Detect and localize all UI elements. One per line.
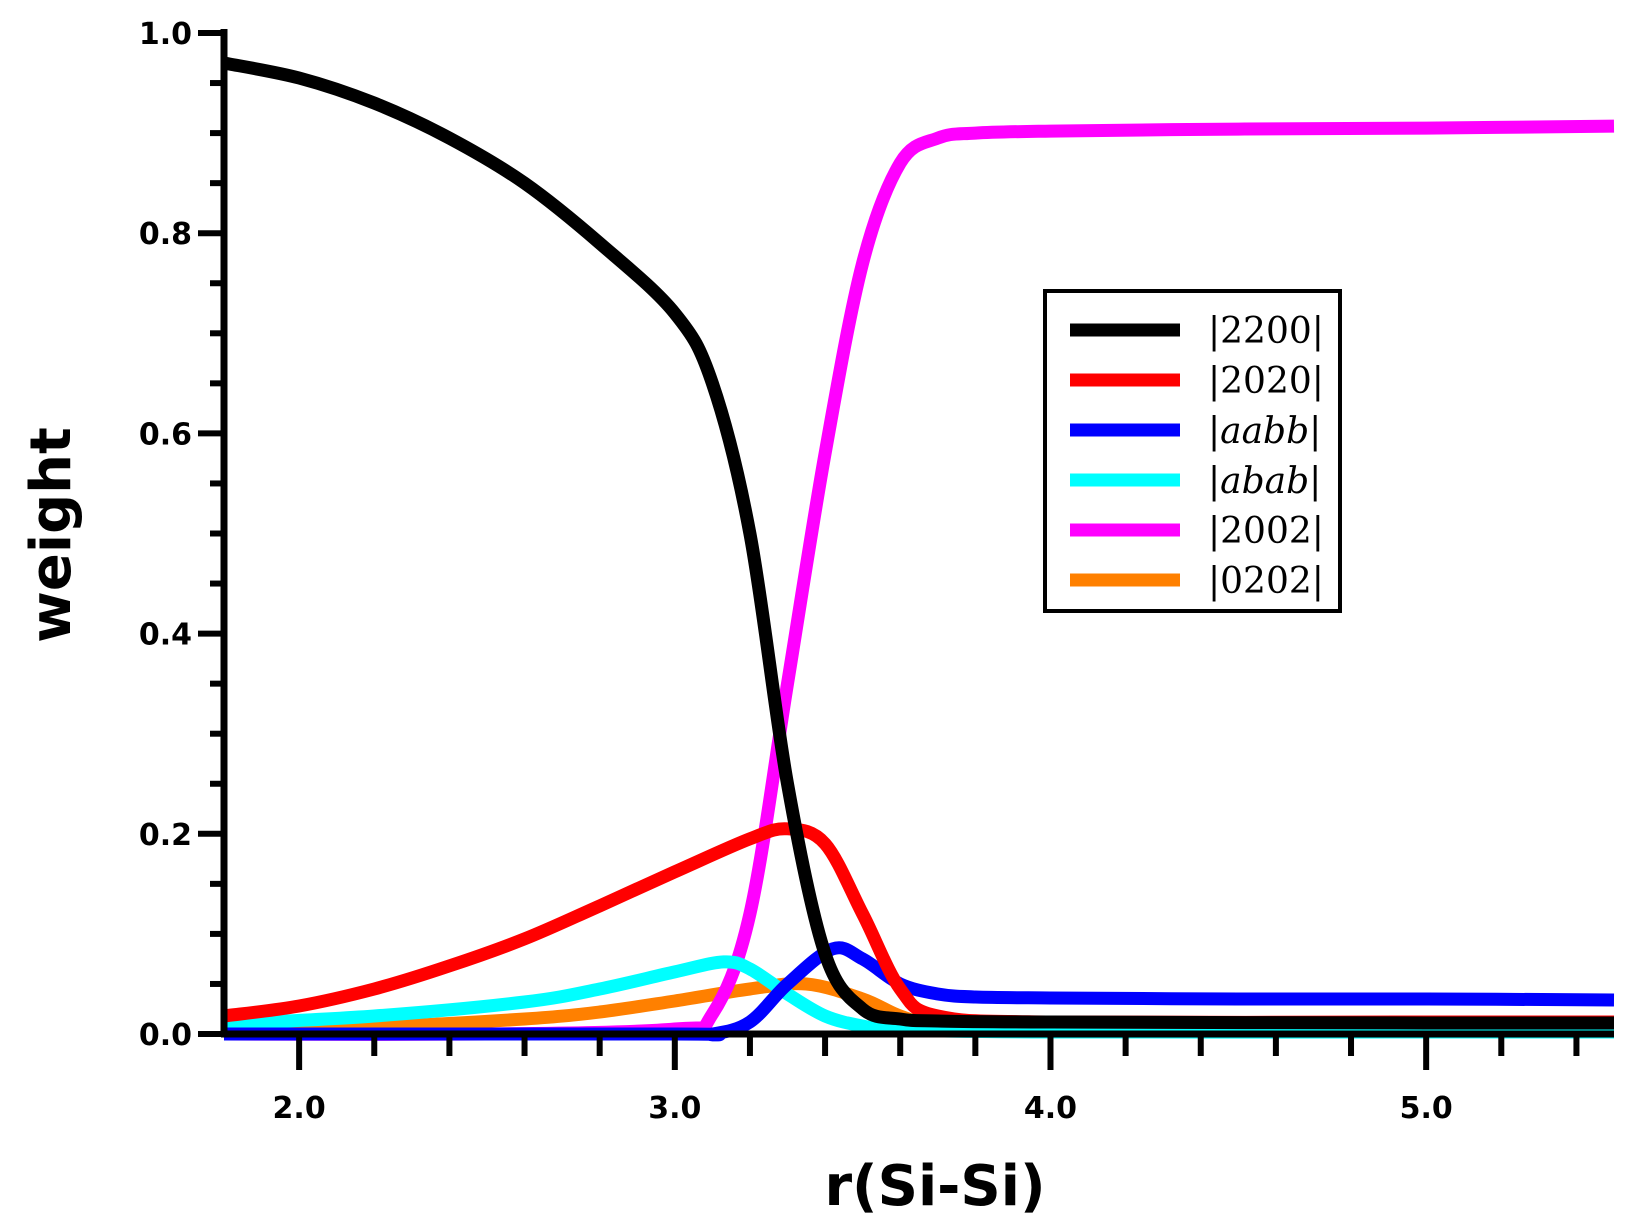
y-tick-label: 1.0 xyxy=(139,17,192,52)
legend-label: |2002| xyxy=(1208,511,1324,552)
y-tick-label: 0.0 xyxy=(139,1018,192,1053)
series-line-2200 xyxy=(222,56,1615,1030)
x-tick-label: 3.0 xyxy=(648,1091,701,1126)
legend-label: |2020| xyxy=(1208,361,1324,402)
legend-label: |abab| xyxy=(1208,461,1321,502)
x-tick-label: 2.0 xyxy=(273,1091,326,1126)
series-layer xyxy=(222,56,1615,1042)
x-axis-title: r(Si-Si) xyxy=(824,1154,1045,1219)
legend-box xyxy=(1043,289,1342,613)
y-tick-label: 0.4 xyxy=(139,618,192,653)
legend-label: |aabb| xyxy=(1208,411,1321,452)
legend-label: |0202| xyxy=(1208,561,1324,602)
ticks-layer: 0.0 0.2 0.4 0.6 0.8 1.0 2.0 3.0 4.0 5.0 xyxy=(139,17,1580,1126)
y-tick-label: 0.8 xyxy=(139,217,192,252)
legend-label: |2200| xyxy=(1208,311,1324,352)
x-tick-label: 4.0 xyxy=(1024,1091,1077,1126)
series-line-2002 xyxy=(223,119,1615,1041)
x-tick-label: 5.0 xyxy=(1400,1091,1453,1126)
y-tick-label: 0.2 xyxy=(139,818,192,853)
axes-layer xyxy=(220,29,1614,1038)
y-tick-label: 0.6 xyxy=(139,417,192,452)
y-axis-title: weight xyxy=(19,427,84,643)
legend: |2200| |2020| |aabb| |abab| |2002| |0202| xyxy=(1043,289,1342,613)
